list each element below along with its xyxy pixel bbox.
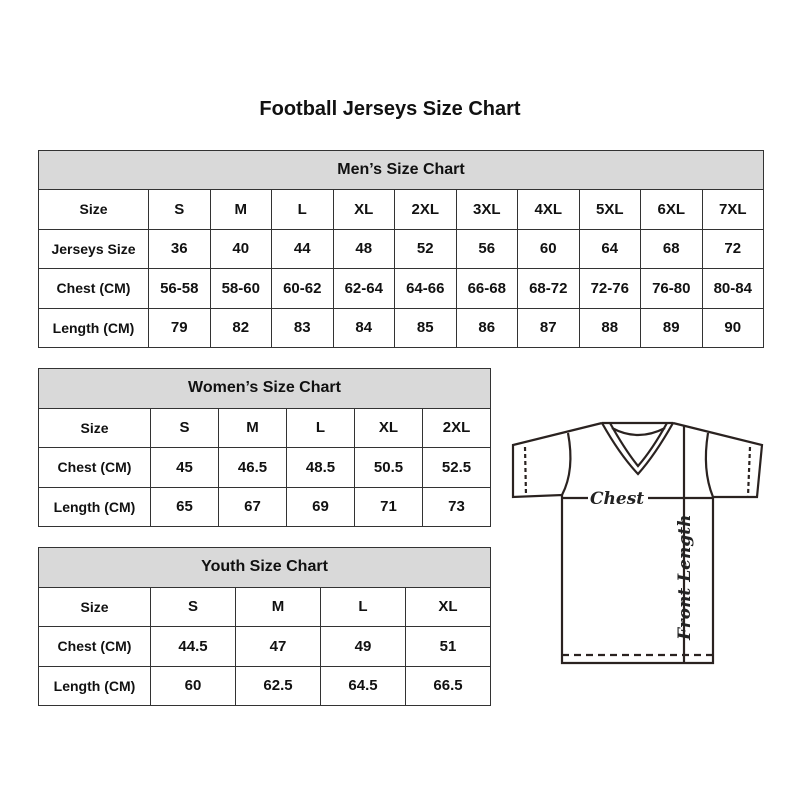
table-cell: 68-72: [517, 268, 580, 309]
table-cell: 60: [517, 228, 580, 269]
row-label: Size: [38, 407, 151, 448]
womens-size-table: Women’s Size Chart Size S M L XL 2XL Chest (CM)…: [38, 368, 491, 527]
table-cell: 69: [286, 486, 355, 527]
table-cell: 60: [150, 665, 236, 706]
table-cell: 86: [455, 307, 518, 348]
table-cell: L: [286, 407, 355, 448]
table-cell: M: [235, 586, 321, 627]
table-cell: 50.5: [354, 447, 423, 488]
row-label: Jerseys Size: [38, 228, 149, 269]
table-row: Length (CM) 60 62.5 64.5 66.5: [38, 665, 491, 706]
table-cell: 51: [405, 626, 491, 667]
page-title: Football Jerseys Size Chart: [259, 98, 521, 120]
table-cell: XL: [405, 586, 491, 627]
table-cell: 71: [354, 486, 423, 527]
table-cell: 48.5: [286, 447, 355, 488]
table-row: Size S M L XL: [38, 586, 491, 627]
table-cell: 56-58: [148, 268, 211, 309]
table-cell: 44: [271, 228, 334, 269]
table-cell: 66.5: [405, 665, 491, 706]
table-cell: 2XL: [422, 407, 491, 448]
youth-size-table: Youth Size Chart Size S M L XL Chest (CM) 44.5 4…: [38, 547, 491, 706]
table-cell: 52.5: [422, 447, 491, 488]
table-cell: 62-64: [332, 268, 395, 309]
front-length-label: Front Length: [675, 515, 695, 641]
table-cell: 36: [148, 228, 211, 269]
table-cell: 60-62: [271, 268, 334, 309]
table-cell: M: [218, 407, 287, 448]
table-cell: 68: [640, 228, 703, 269]
table-row: Length (CM) 65 67 69 71 73: [38, 486, 491, 527]
table-cell: XL: [332, 189, 395, 230]
table-cell: 48: [332, 228, 395, 269]
chest-label: Chest: [590, 489, 644, 509]
table-cell: 76-80: [640, 268, 703, 309]
table-cell: L: [320, 586, 406, 627]
row-label: Length (CM): [38, 307, 149, 348]
table-cell: XL: [354, 407, 423, 448]
table-row: Jerseys Size 36 40 44 48 52 56 60 64 68 72: [38, 228, 764, 269]
table-row: Size S M L XL 2XL: [38, 407, 491, 448]
table-cell: 7XL: [701, 189, 764, 230]
row-label: Chest (CM): [38, 447, 151, 488]
table-cell: 88: [578, 307, 641, 348]
row-label: Size: [38, 586, 151, 627]
table-row: Size S M L XL 2XL 3XL 4XL 5XL 6XL 7XL: [38, 189, 764, 230]
table-cell: 85: [394, 307, 457, 348]
table-cell: 64.5: [320, 665, 406, 706]
table-row: Length (CM) 79 82 83 84 85 86 87 88 89 90: [38, 307, 764, 348]
table-cell: 80-84: [701, 268, 764, 309]
mens-size-table: Men’s Size Chart Size S M L XL 2XL 3XL 4XL 5XL 6XL…: [38, 150, 764, 348]
table-row: Chest (CM) 45 46.5 48.5 50.5 52.5: [38, 447, 491, 488]
table-cell: 62.5: [235, 665, 321, 706]
table-cell: 82: [209, 307, 272, 348]
table-cell: 5XL: [578, 189, 641, 230]
table-cell: 79: [148, 307, 211, 348]
table-row: Chest (CM) 44.5 47 49 51: [38, 626, 491, 667]
table-cell: 47: [235, 626, 321, 667]
men-table-heading: Men’s Size Chart: [38, 150, 764, 190]
table-cell: 72-76: [578, 268, 641, 309]
table-cell: 66-68: [455, 268, 518, 309]
row-label: Chest (CM): [38, 626, 151, 667]
table-cell: 45: [150, 447, 219, 488]
table-cell: 73: [422, 486, 491, 527]
table-cell: 67: [218, 486, 287, 527]
table-cell: 49: [320, 626, 406, 667]
table-cell: 87: [517, 307, 580, 348]
table-cell: 90: [701, 307, 764, 348]
women-table-heading: Women’s Size Chart: [38, 368, 491, 409]
table-cell: 40: [209, 228, 272, 269]
table-cell: L: [271, 189, 334, 230]
jersey-outline-icon: [511, 421, 764, 665]
row-label: Length (CM): [38, 486, 151, 527]
table-cell: 84: [332, 307, 395, 348]
table-cell: 6XL: [640, 189, 703, 230]
table-cell: S: [150, 586, 236, 627]
youth-table-heading: Youth Size Chart: [38, 547, 491, 588]
table-cell: 44.5: [150, 626, 236, 667]
table-cell: 65: [150, 486, 219, 527]
row-label: Size: [38, 189, 149, 230]
